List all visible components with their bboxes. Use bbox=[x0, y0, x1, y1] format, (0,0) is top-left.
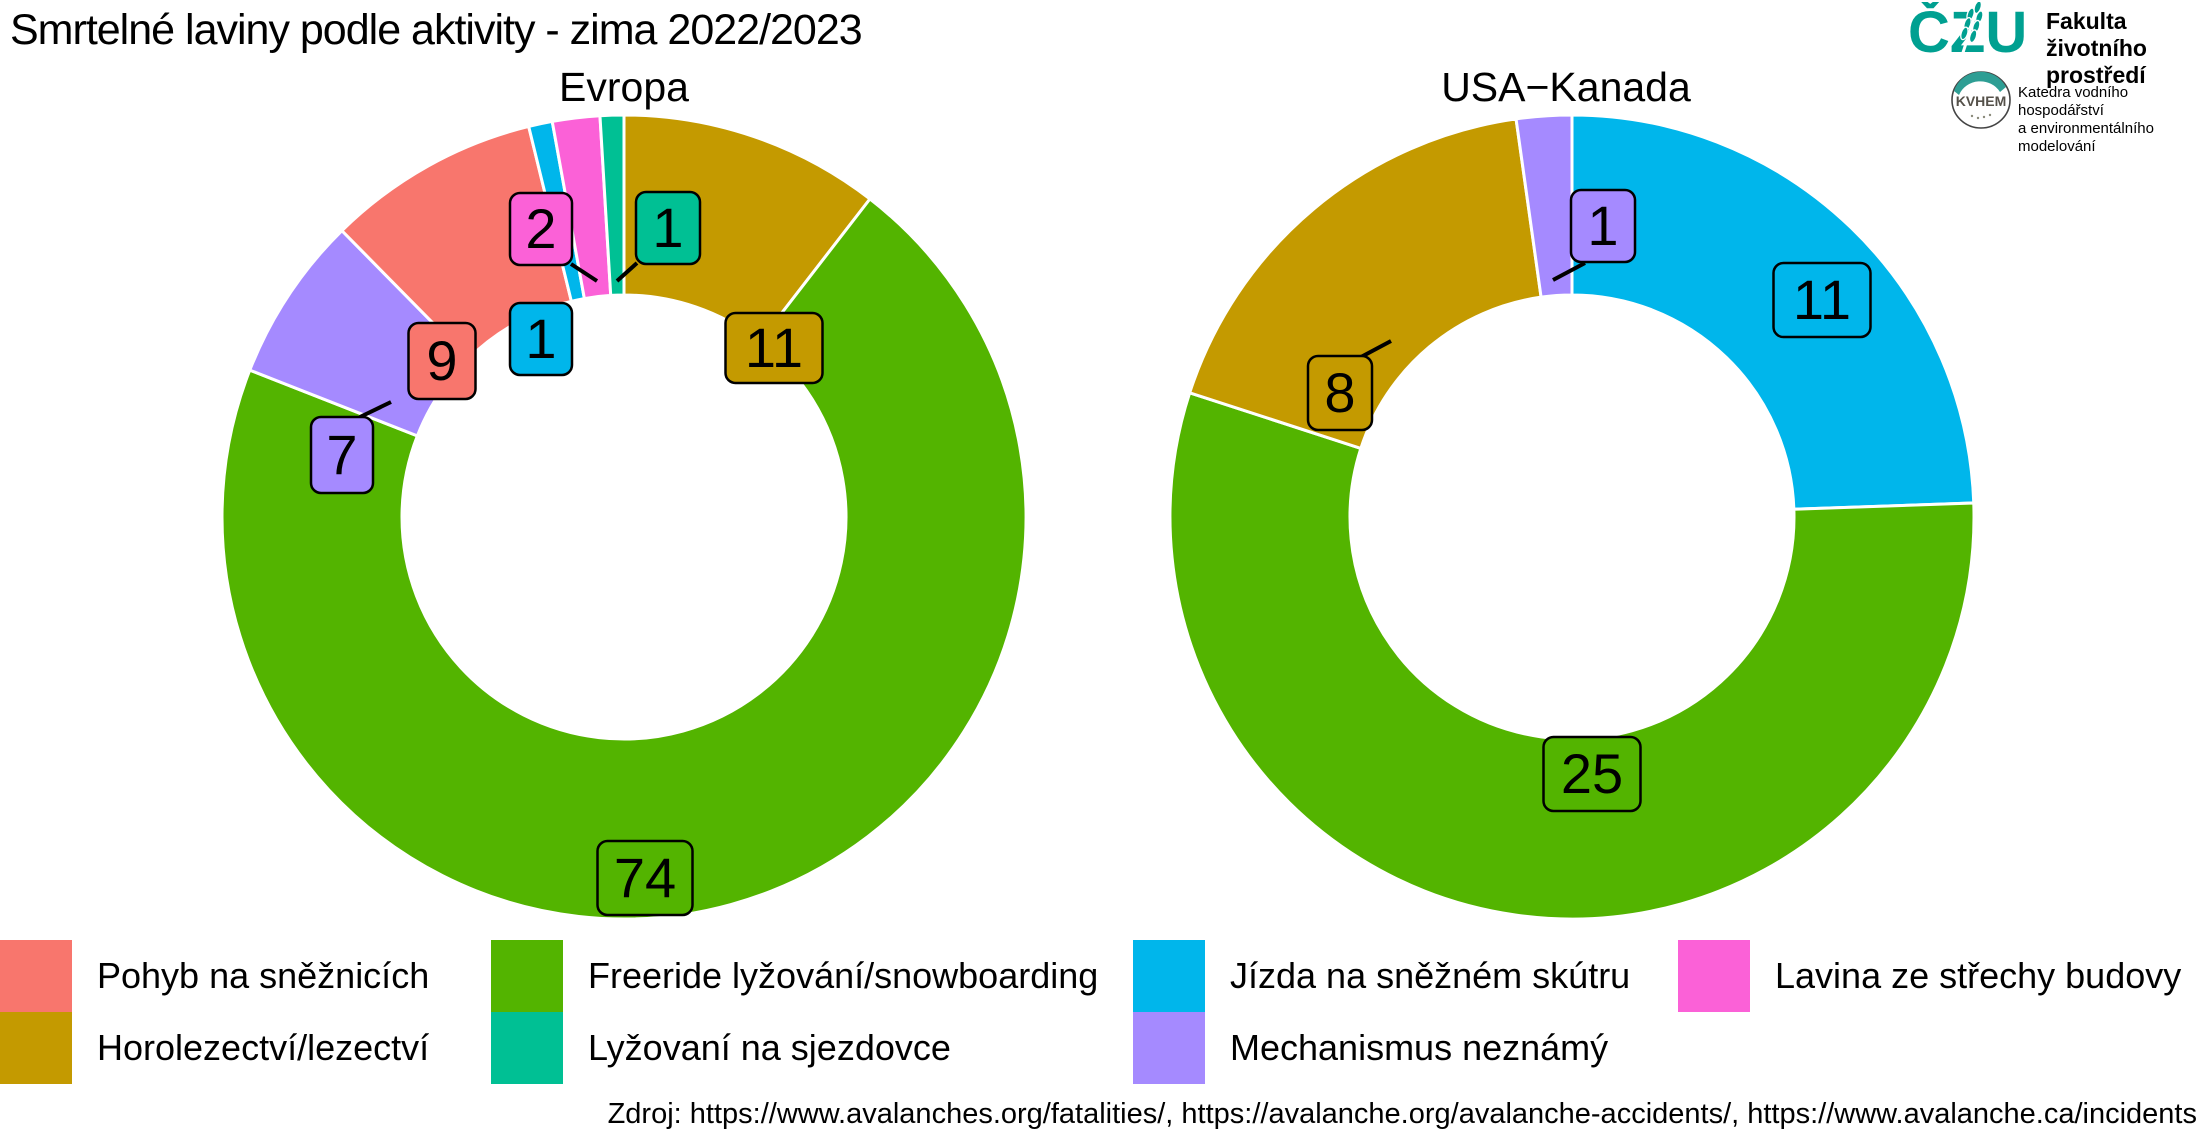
facet-title-evropa: Evropa bbox=[559, 64, 689, 110]
legend-label: Lavina ze střechy budovy bbox=[1775, 955, 2182, 996]
legend-label: Lyžovaní na sjezdovce bbox=[588, 1027, 951, 1068]
legend-item-lavina-ze-strechy: Lavina ze střechy budovy bbox=[1678, 940, 2181, 1012]
callout-box-usa-kanada-mechanismus-nezn-m bbox=[1569, 188, 1637, 264]
donut-slice-usa-kanada-horolezectv-lezectv bbox=[1187, 117, 1543, 451]
legend-label: Freeride lyžování/snowboarding bbox=[588, 955, 1099, 996]
callout-value-usa-kanada-j-zda-na-sn-n-m-sk-tru: 11 bbox=[1793, 268, 1851, 331]
legend-swatch bbox=[0, 1012, 72, 1084]
callout-box-evropa-ly-ovan-na-sjezdovce bbox=[634, 190, 702, 266]
faculty-name: Fakulta životního prostředí bbox=[2046, 8, 2205, 89]
callout-value-usa-kanada-mechanismus-nezn-m: 1 bbox=[1587, 194, 1618, 257]
legend-swatch bbox=[491, 1012, 563, 1084]
legend-item-freeride: Freeride lyžování/snowboarding bbox=[491, 940, 1098, 1012]
legend-swatch bbox=[1678, 940, 1750, 1012]
callout-leader-evropa-ly-ovan-na-sjezdovce bbox=[615, 261, 639, 283]
callout-value-evropa-ly-ovan-na-sjezdovce: 1 bbox=[652, 196, 683, 259]
department-name: Katedra vodního hospodářství a environme… bbox=[2018, 84, 2205, 156]
callout-value-evropa-mechanismus-nezn-m: 7 bbox=[326, 423, 357, 486]
faculty-name-line1: Fakulta životního bbox=[2046, 8, 2147, 61]
callout-leader-evropa-lavina-ze-st-echy-budovy bbox=[569, 262, 599, 283]
legend-item-horolezectvi: Horolezectví/lezectví bbox=[0, 1012, 429, 1084]
faculty-name-line2: prostředí bbox=[2046, 62, 2146, 88]
callout-box-usa-kanada-horolezectv-lezectv bbox=[1306, 354, 1374, 432]
department-name-line2: a environmentálního modelování bbox=[2018, 120, 2154, 155]
legend-swatch bbox=[491, 940, 563, 1012]
legend-swatch bbox=[1133, 1012, 1205, 1084]
kvhem-logo-text: KVHEM bbox=[1956, 93, 2007, 109]
donut-slice-evropa-freeride-ly-ov-n-snowboarding bbox=[220, 196, 1028, 921]
callout-value-usa-kanada-horolezectv-lezectv: 8 bbox=[1324, 361, 1355, 424]
callout-value-usa-kanada-freeride-ly-ov-n-snowboarding: 25 bbox=[1561, 742, 1623, 805]
legend-item-jizda-na-sneznem-skutru: Jízda na sněžném skútru bbox=[1133, 940, 1630, 1012]
callout-value-evropa-freeride-ly-ov-n-snowboarding: 74 bbox=[614, 846, 676, 909]
callout-value-evropa-lavina-ze-st-echy-budovy: 2 bbox=[525, 197, 556, 260]
callout-box-evropa-mechanismus-nezn-m bbox=[309, 415, 375, 495]
kvhem-logo-swoosh bbox=[1954, 71, 2006, 95]
czu-university-logo: ČZU bbox=[1908, 2, 2027, 64]
legend-label: Horolezectví/lezectví bbox=[97, 1027, 430, 1068]
callout-value-evropa-pohyb-na-sn-nic-ch: 9 bbox=[426, 329, 457, 392]
callout-box-evropa-horolezectv-lezectv bbox=[724, 311, 824, 385]
legend-label: Mechanismus neznámý bbox=[1230, 1027, 1609, 1068]
callout-leader-evropa-mechanismus-nezn-m bbox=[359, 400, 392, 419]
donut-slice-evropa-ly-ovan-na-sjezdovce bbox=[598, 113, 626, 297]
page-title: Smrtelné laviny podle aktivity - zima 20… bbox=[10, 6, 863, 54]
facet-title-usa: USA−Kanada bbox=[1441, 64, 1691, 110]
kvhem-department-logo: KVHEM bbox=[1951, 71, 2011, 129]
callout-value-evropa-horolezectv-lezectv: 11 bbox=[745, 316, 803, 379]
wheat-ear-icon bbox=[1960, 2, 1984, 58]
department-name-line1: Katedra vodního hospodářství bbox=[2018, 84, 2129, 119]
callout-box-evropa-freeride-ly-ov-n-snowboarding bbox=[596, 839, 694, 917]
legend-item-pohyb-na-sneznicich: Pohyb na sněžnicích bbox=[0, 940, 429, 1012]
callout-leader-usa-kanada-mechanismus-nezn-m bbox=[1552, 261, 1586, 282]
legend-label: Jízda na sněžném skútru bbox=[1230, 955, 1631, 996]
callout-box-usa-kanada-freeride-ly-ov-n-snowboarding bbox=[1542, 735, 1642, 813]
legend-swatch bbox=[1133, 940, 1205, 1012]
legend-swatch bbox=[0, 940, 72, 1012]
callout-box-evropa-pohyb-na-sn-nic-ch bbox=[407, 321, 477, 401]
donut-slice-usa-kanada-mechanismus-nezn-m bbox=[1514, 113, 1574, 299]
callout-value-evropa-j-zda-na-sn-n-m-sk-tru: 1 bbox=[525, 307, 556, 370]
callout-box-evropa-j-zda-na-sn-n-m-sk-tru bbox=[508, 301, 574, 377]
legend-label: Pohyb na sněžnicích bbox=[97, 955, 430, 996]
legend-item-lyzovani-na-sjezdovce: Lyžovaní na sjezdovce bbox=[491, 1012, 951, 1084]
legend-item-mechanismus-neznamy: Mechanismus neznámý bbox=[1133, 1012, 1608, 1084]
callout-box-usa-kanada-j-zda-na-sn-n-m-sk-tru bbox=[1772, 261, 1872, 339]
source-citation: Zdroj: https://www.avalanches.org/fatali… bbox=[607, 1098, 2197, 1130]
callout-box-evropa-lavina-ze-st-echy-budovy bbox=[508, 191, 574, 267]
callout-leader-usa-kanada-horolezectv-lezectv bbox=[1360, 339, 1392, 359]
donut-slice-usa-kanada-freeride-ly-ov-n-snowboarding bbox=[1168, 390, 1976, 921]
